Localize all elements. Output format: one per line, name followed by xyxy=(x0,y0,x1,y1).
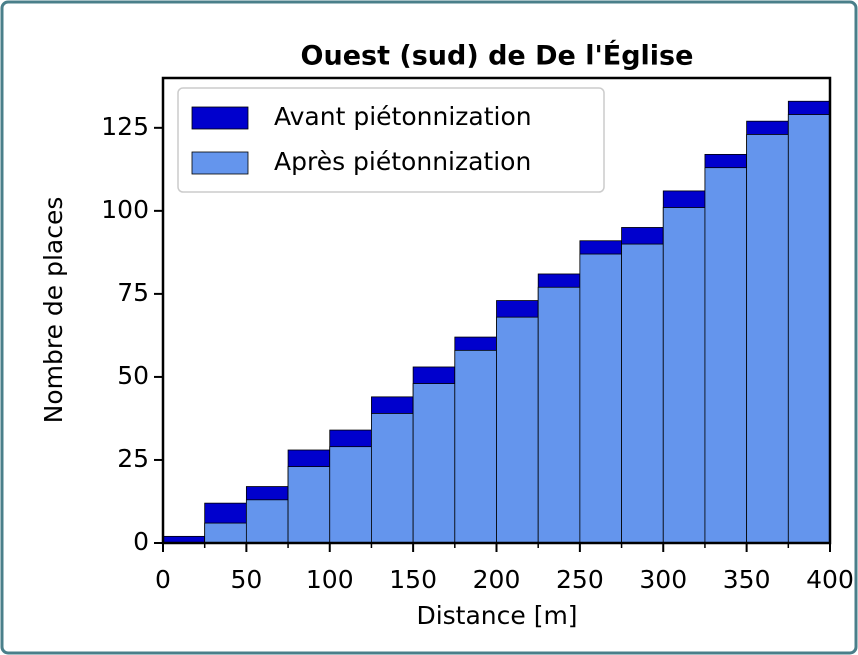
bar xyxy=(787,114,831,544)
bar xyxy=(704,167,748,544)
y-tick-label: 75 xyxy=(117,278,149,307)
bar xyxy=(371,413,414,544)
x-axis-label: Distance [m] xyxy=(416,601,577,630)
bar xyxy=(204,522,247,544)
y-tick-label: 125 xyxy=(101,112,149,141)
legend-label: Après piétonnization xyxy=(274,147,531,176)
bar xyxy=(329,446,372,544)
x-tick-label: 350 xyxy=(723,565,771,594)
bar xyxy=(662,207,706,544)
x-tick-label: 0 xyxy=(155,565,171,594)
x-tick-label: 200 xyxy=(473,565,521,594)
bar xyxy=(621,243,664,544)
chart-title: Ouest (sud) de De l'Église xyxy=(301,40,694,72)
x-tick-label: 100 xyxy=(306,565,354,594)
bar xyxy=(496,316,539,544)
legend-label: Avant piétonnization xyxy=(274,102,532,131)
y-axis-label: Nombre de places xyxy=(39,197,68,424)
x-tick-label: 250 xyxy=(556,565,604,594)
y-tick-label: 25 xyxy=(117,444,149,473)
x-tick-label: 150 xyxy=(389,565,437,594)
legend-swatch xyxy=(191,151,249,175)
bar xyxy=(412,383,456,544)
bar xyxy=(746,134,789,544)
legend-swatch xyxy=(191,106,249,130)
bar xyxy=(579,253,622,544)
y-tick-label: 50 xyxy=(117,361,149,390)
x-tick-label: 50 xyxy=(230,565,262,594)
bar xyxy=(287,466,331,544)
y-tick-label: 0 xyxy=(133,527,149,556)
bar xyxy=(537,286,581,544)
x-tick-label: 400 xyxy=(806,565,854,594)
y-tick-label: 100 xyxy=(101,195,149,224)
bar xyxy=(245,499,289,544)
legend-box xyxy=(177,87,605,193)
bar xyxy=(454,349,497,544)
x-tick-label: 300 xyxy=(639,565,687,594)
